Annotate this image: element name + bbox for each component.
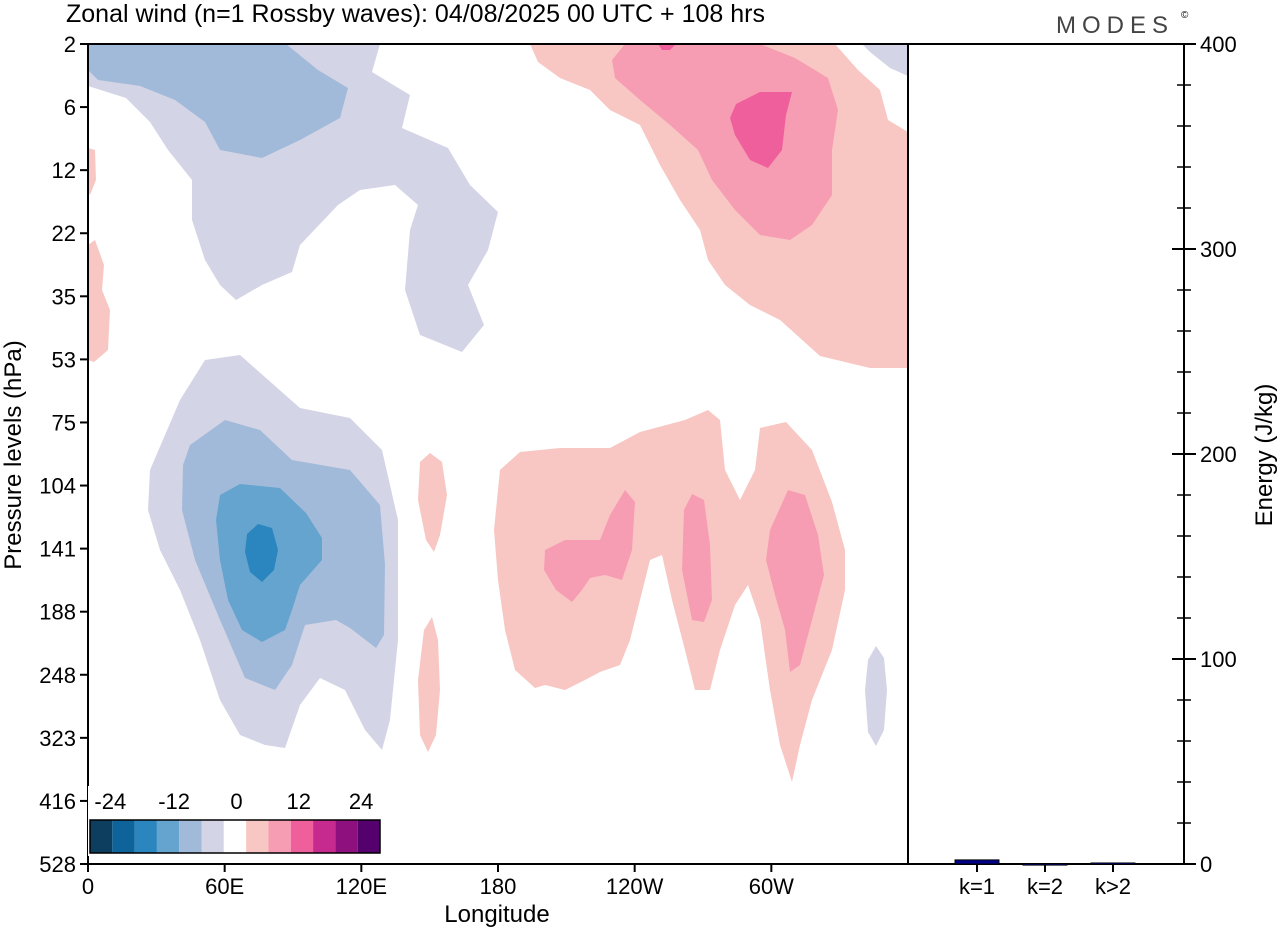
contour-pos-trop-level1 bbox=[494, 410, 845, 782]
contour-pos-trop-level2-a bbox=[544, 490, 635, 602]
x-tick-label: 0 bbox=[82, 874, 94, 899]
colorbar-swatch bbox=[246, 820, 269, 853]
contour-pos-trop-level2-c bbox=[766, 490, 824, 672]
y-tick-label: 75 bbox=[52, 410, 76, 435]
brand-logo: MODES bbox=[1056, 12, 1174, 39]
energy-tick-label: 300 bbox=[1200, 237, 1237, 262]
y-tick-label: 104 bbox=[39, 474, 76, 499]
energy-categories: k=1 k=2 k>2 bbox=[959, 864, 1131, 899]
x-tick-label: 60W bbox=[749, 874, 794, 899]
y-tick-label: 528 bbox=[39, 852, 76, 877]
y-tick-label: 248 bbox=[39, 663, 76, 688]
y-axis-label: Pressure levels (hPa) bbox=[0, 340, 27, 569]
contour-neg-blob-east bbox=[865, 646, 887, 746]
contour-pos-trop-level2-b bbox=[682, 494, 712, 622]
x-tick-label: 120W bbox=[606, 874, 664, 899]
colorbar-swatch bbox=[179, 820, 202, 853]
chart-title: Zonal wind (n=1 Rossby waves): 04/08/202… bbox=[66, 0, 765, 28]
x-axis-label: Longitude bbox=[444, 901, 549, 928]
colorbar-swatch bbox=[90, 820, 113, 853]
contour-neg-corner bbox=[862, 44, 908, 76]
contour-pos-left-edge bbox=[88, 240, 110, 362]
colorbar-label: 0 bbox=[230, 789, 242, 814]
y-tick-label: 141 bbox=[39, 537, 76, 562]
contour-neg-strat-level1 bbox=[88, 44, 498, 352]
colorbar-swatch bbox=[313, 820, 336, 853]
energy-category-label: k=2 bbox=[1027, 874, 1063, 899]
brand-mark: © bbox=[1181, 10, 1189, 21]
colorbar-swatch bbox=[112, 820, 135, 853]
energy-tick-label: 100 bbox=[1200, 647, 1237, 672]
y-tick-label: 2 bbox=[64, 32, 76, 57]
contour-pos-strat-level3-b bbox=[658, 44, 676, 50]
y-tick-label: 53 bbox=[52, 347, 76, 372]
y-tick-label: 12 bbox=[52, 158, 76, 183]
energy-tick-label: 400 bbox=[1200, 32, 1237, 57]
colorbar-label: 24 bbox=[349, 789, 373, 814]
colorbar-swatch bbox=[156, 820, 180, 853]
energy-category-label: k>2 bbox=[1095, 874, 1131, 899]
x-axis-ticks: 0 60E 120E 180 120W 60W bbox=[82, 864, 794, 899]
y-tick-label: 416 bbox=[39, 789, 76, 814]
colorbar-swatch bbox=[201, 820, 224, 853]
colorbar-swatch bbox=[290, 820, 314, 853]
energy-category-label: k=1 bbox=[959, 874, 995, 899]
y-tick-label: 188 bbox=[39, 600, 76, 625]
energy-frame bbox=[907, 43, 1185, 865]
colorbar-label: -24 bbox=[94, 789, 126, 814]
contour-pos-streak-2 bbox=[418, 617, 440, 752]
colorbar-swatch bbox=[335, 820, 358, 853]
colorbar-outline bbox=[89, 819, 381, 854]
x-tick-label: 120E bbox=[336, 874, 387, 899]
energy-tick-label: 0 bbox=[1200, 852, 1212, 877]
x-tick-label: 60E bbox=[205, 874, 244, 899]
energy-bar bbox=[954, 859, 1000, 865]
colorbar-swatch bbox=[268, 820, 291, 853]
contour-pos-strat-level3 bbox=[730, 92, 792, 168]
colorbar-label: -12 bbox=[158, 789, 190, 814]
y-tick-label: 35 bbox=[52, 284, 76, 309]
x-tick-label: 180 bbox=[480, 874, 517, 899]
y-tick-label: 323 bbox=[39, 726, 76, 751]
contour-neg-trop-level4 bbox=[245, 524, 278, 582]
y-axis-ticks: 2 6 12 22 35 53 75 104 141 188 248 323 416 528 bbox=[39, 32, 88, 877]
energy-tick-label: 200 bbox=[1200, 442, 1237, 467]
contour-pos-streak-1 bbox=[418, 453, 447, 552]
colorbar-label: 12 bbox=[287, 789, 311, 814]
contour-pos-left-edge-2 bbox=[88, 148, 96, 195]
colorbar: -24 -12 0 12 24 bbox=[88, 786, 382, 856]
y-tick-label: 6 bbox=[64, 95, 76, 120]
colorbar-swatch bbox=[357, 820, 380, 853]
energy-axis-ticks: 0 100 200 300 400 bbox=[1172, 32, 1237, 877]
energy-axis-label: Energy (J/kg) bbox=[1251, 384, 1278, 527]
contour-field bbox=[88, 44, 908, 782]
contour-neg-strat-level2 bbox=[88, 44, 348, 158]
y-tick-label: 22 bbox=[52, 221, 76, 246]
colorbar-swatch bbox=[134, 820, 157, 853]
